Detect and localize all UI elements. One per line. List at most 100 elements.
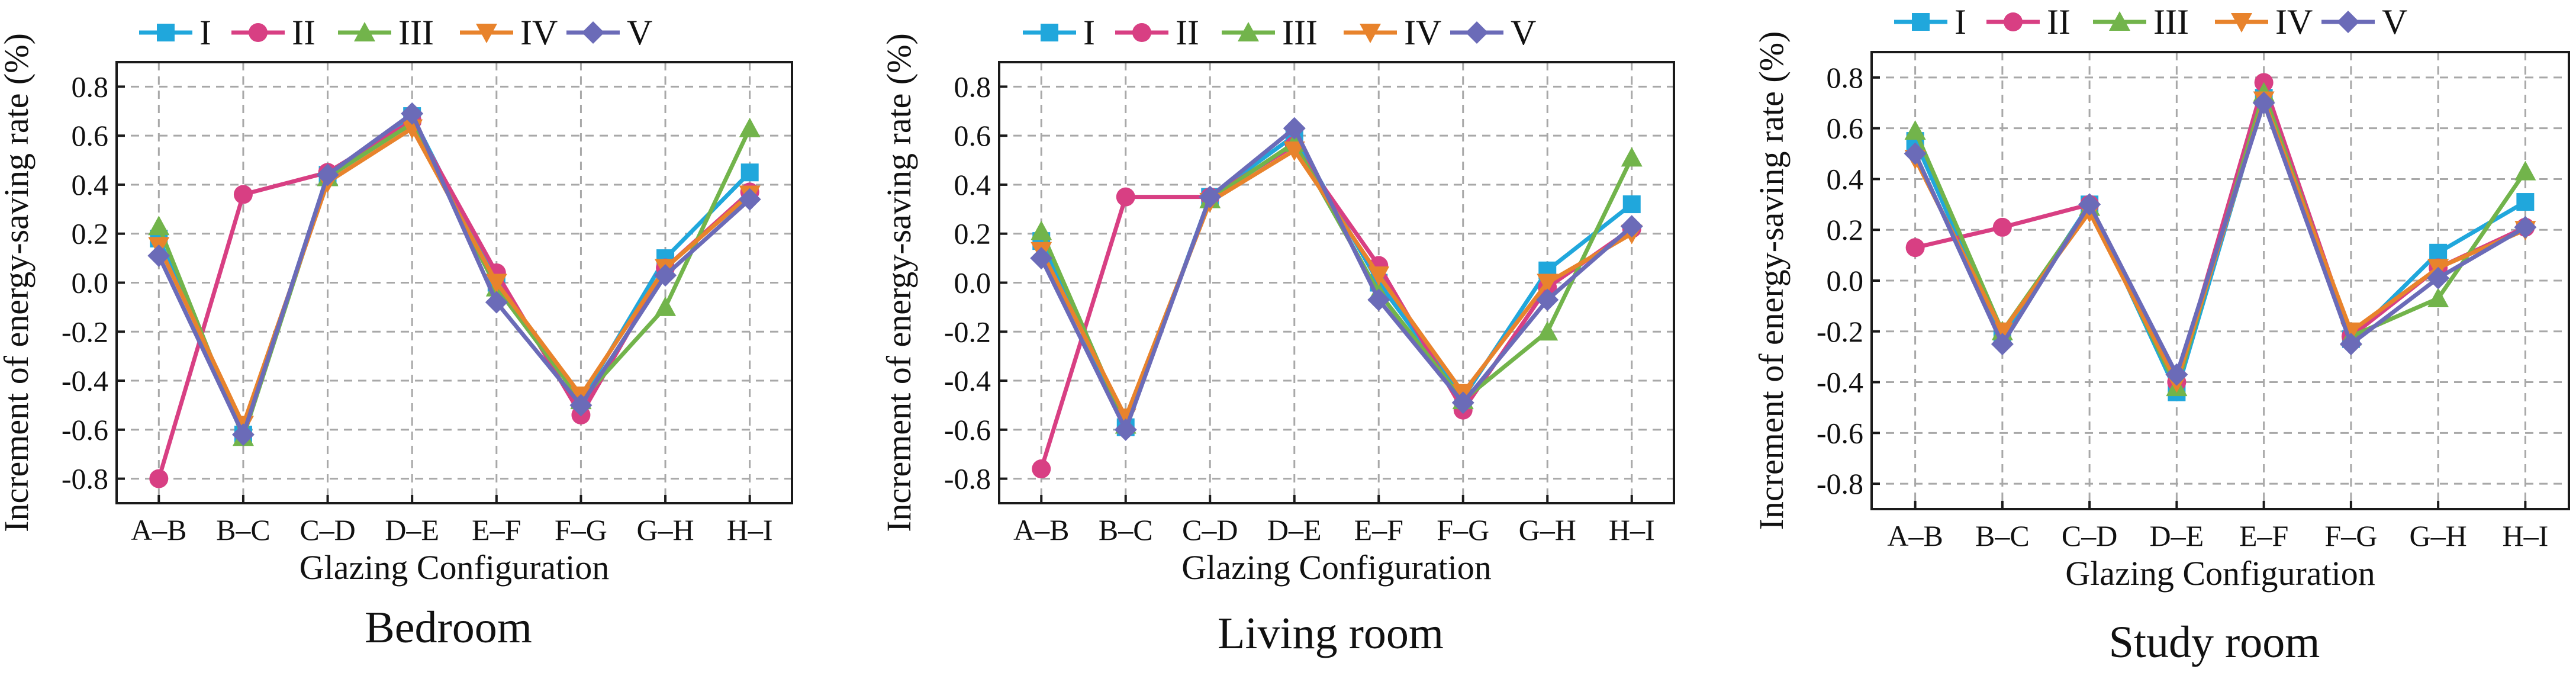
series-V [1030,117,1643,441]
x-tick-label: C–D [2062,519,2117,552]
data-point [1904,142,1927,165]
y-tick-label: 0.8 [954,70,991,103]
y-tick-label: -0.2 [62,315,108,348]
x-tick-label: B–C [1975,519,2030,552]
chart-panel-2: -0.8 -0.6 -0.4 -0.2 0.0 0.2 0.4 0.6 0.8 A–B B–C C–D… [880,13,1675,658]
y-tick-label: -0.6 [62,413,108,446]
x-tick-label: A–B [1887,519,1943,552]
legend: I II III IV V [139,13,652,52]
data-point [231,423,255,446]
x-tick-label: G–H [636,513,694,546]
x-tick-label: D–E [385,513,439,546]
legend-label: IV [2275,2,2313,41]
legend-item-I: I [1023,13,1095,52]
y-axis-label: Increment of energy-saving rate (%) [0,33,36,532]
data-point [1114,418,1137,441]
data-point [654,264,677,287]
chart-caption: Living room [1218,609,1444,658]
series-V [147,102,761,446]
legend-label: II [2047,2,2071,41]
data-point [2339,333,2362,356]
data-point [2514,160,2536,181]
x-tick-label: F–G [2324,519,2377,552]
legend-label: IV [1404,13,1441,52]
data-point [1536,288,1559,311]
data-point [1991,333,2014,356]
x-tick-label: D–E [2150,519,2204,552]
x-tick-label: E–F [472,513,521,546]
legend-marker [1238,22,1259,41]
y-tick-label: 0.2 [954,217,991,250]
x-tick-label: F–G [1437,513,1489,546]
x-tick-label: H–I [1609,513,1655,546]
y-tick-label: 0.0 [1827,264,1864,297]
legend-item-III: III [2093,2,2189,41]
data-point [1621,147,1643,167]
y-tick-label: 0.6 [1827,112,1864,145]
legend-item-V: V [2321,2,2407,41]
y-tick-label: -0.6 [1817,416,1863,449]
legend-item-III: III [1222,13,1318,52]
y-tick-label: 0.4 [954,168,991,201]
data-point [401,102,424,125]
data-point [485,274,507,294]
data-point [2514,215,2537,239]
x-tick-label: H–I [727,513,773,546]
data-point [1116,187,1135,207]
legend-marker [1466,21,1488,44]
x-tick-label: D–E [1267,513,1322,546]
data-point [149,469,169,488]
y-tick-label: -0.6 [944,413,991,446]
legend-label: II [292,13,315,52]
data-point [1537,274,1559,294]
legend-label: III [398,13,434,52]
legend-item-II: II [1115,13,1199,52]
legend-item-II: II [231,13,315,52]
legend-item-IV: IV [1344,13,1441,52]
y-tick-label: 0.2 [72,217,109,250]
chart-panel-3: -0.8 -0.6 -0.4 -0.2 0.0 0.2 0.4 0.6 0.8 A–B B–C C–D… [1752,2,2570,667]
x-tick-label: B–C [1099,513,1153,546]
data-point [1905,238,1925,258]
legend-marker [1912,13,1930,31]
legend-label: I [199,13,211,52]
data-point [1031,220,1052,240]
y-tick-label: 0.6 [72,119,109,152]
data-point [316,163,339,186]
legend-item-V: V [566,13,652,52]
legend-item-III: III [338,13,434,52]
legend-item-II: II [1986,2,2071,41]
y-tick-label: -0.4 [944,364,991,397]
data-point [738,188,761,211]
x-tick-label: H–I [2502,519,2548,552]
y-tick-label: -0.2 [1817,315,1863,348]
x-tick-label: B–C [216,513,271,546]
y-tick-label: -0.4 [1817,366,1863,399]
legend-item-IV: IV [2215,2,2313,41]
data-point [2165,363,2188,386]
data-point [1368,266,1390,287]
data-point [1904,120,1926,140]
x-tick-label: C–D [1182,513,1238,546]
data-point [1367,288,1390,311]
legend-marker [354,22,375,41]
series-line [157,111,752,437]
data-point [1992,217,2012,237]
legend-item-I: I [1894,2,1966,41]
data-point [569,394,593,417]
x-tick-label: E–F [2239,519,2288,552]
x-tick-label: G–H [1519,513,1576,546]
x-tick-label: A–B [131,513,186,546]
legend-marker [1360,24,1381,43]
x-tick-label: A–B [1013,513,1069,546]
data-point [1622,195,1641,214]
legend-marker [476,24,497,43]
legend: I II III IV V [1894,2,2407,41]
data-point [2427,266,2450,289]
legend-marker [157,24,175,41]
data-point [1991,322,2013,342]
x-axis-label: Glazing Configuration [300,548,610,587]
y-tick-label: 0.8 [72,70,109,103]
x-axis-label: Glazing Configuration [2065,554,2375,593]
chart-caption: Study room [2109,617,2320,667]
